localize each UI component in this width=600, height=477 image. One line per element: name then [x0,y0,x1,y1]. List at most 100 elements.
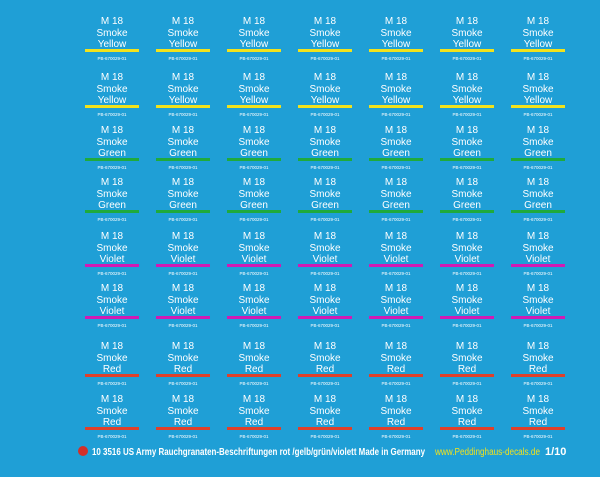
color-bar [85,49,139,52]
decal-color-name: Red [245,364,263,375]
decal-code: PB-670029-01 [239,271,269,276]
decal-model: M 18 [456,394,479,405]
decal-model: M 18 [172,231,195,242]
decal-code: PB-670029-01 [168,434,198,439]
decal-label: Smoke [167,137,199,148]
scale: 1/10 [545,446,566,458]
decal-label: Smoke [96,137,128,148]
decal-code: PB-670029-01 [310,217,340,222]
color-bar [440,374,494,377]
decal-color-name: Violet [455,254,480,265]
color-bar [156,374,210,377]
decal-code: PB-670029-01 [239,165,269,170]
decal-color-name: Red [103,417,121,428]
decal-model: M 18 [172,125,195,136]
decal-color-name: Yellow [311,39,340,50]
decal-label: Smoke [522,189,554,200]
color-bar [298,374,352,377]
color-bar [440,316,494,319]
decal-code: PB-670029-01 [168,56,198,61]
color-bar [85,316,139,319]
color-bar [369,105,423,108]
color-bar [511,105,565,108]
decal-label: Smoke [451,243,483,254]
decal-code: PB-670029-01 [168,112,198,117]
decal-label: Smoke [451,353,483,364]
decal-label: Smoke [96,295,128,306]
color-bar [227,105,281,108]
decal-model: M 18 [314,125,337,136]
decal-label: Smoke [451,189,483,200]
decal-model: M 18 [243,125,266,136]
color-bar [298,210,352,213]
decal-model: M 18 [243,283,266,294]
decal-code: PB-670029-01 [310,165,340,170]
color-bar [369,49,423,52]
decal-color-name: Green [453,148,481,159]
decal-label: Smoke [522,84,554,95]
decal-model: M 18 [527,231,550,242]
color-bar [369,158,423,161]
color-bar [156,210,210,213]
decal-color-name: Green [382,148,410,159]
decal-code: PB-670029-01 [381,165,411,170]
decal-color-name: Green [311,200,339,211]
decal-code: PB-670029-01 [523,217,553,222]
color-bar [511,427,565,430]
decal-code: PB-670029-01 [97,217,127,222]
decal-model: M 18 [314,394,337,405]
decal-label: Smoke [238,243,270,254]
decal-code: PB-670029-01 [168,271,198,276]
decal-model: M 18 [527,16,550,27]
decal-code: PB-670029-01 [239,434,269,439]
decal-model: M 18 [101,394,124,405]
decal-label: Smoke [167,353,199,364]
decal-color-name: Violet [242,254,267,265]
decal-label: Smoke [238,406,270,417]
decal-code: PB-670029-01 [523,165,553,170]
decal-color-name: Violet [171,306,196,317]
decal-color-name: Green [169,148,197,159]
decal-code: PB-670029-01 [523,434,553,439]
decal-model: M 18 [527,394,550,405]
decal-color-name: Red [529,417,547,428]
color-bar [85,427,139,430]
decal-label: Smoke [309,243,341,254]
decal-color-name: Violet [384,306,409,317]
decal-color-name: Red [387,417,405,428]
decal-model: M 18 [456,341,479,352]
color-bar [369,374,423,377]
decal-color-name: Yellow [98,95,127,106]
decal-code: PB-670029-01 [310,323,340,328]
decal-code: PB-670029-01 [239,323,269,328]
decal-label: Smoke [380,137,412,148]
color-bar [298,316,352,319]
decal-label: Smoke [451,406,483,417]
decal-model: M 18 [101,341,124,352]
decal-label: Smoke [451,137,483,148]
decal-model: M 18 [101,125,124,136]
decal-color-name: Yellow [240,95,269,106]
decal-code: PB-670029-01 [97,381,127,386]
color-bar [298,105,352,108]
decal-label: Smoke [167,84,199,95]
color-bar [369,316,423,319]
decal-code: PB-670029-01 [452,112,482,117]
decal-code: PB-670029-01 [381,323,411,328]
decal-label: Smoke [380,353,412,364]
decal-color-name: Green [311,148,339,159]
decal-model: M 18 [172,283,195,294]
decal-model: M 18 [456,177,479,188]
color-bar [440,427,494,430]
decal-color-name: Green [98,148,126,159]
color-bar [369,264,423,267]
decal-color-name: Violet [313,306,338,317]
color-bar [156,427,210,430]
decal-code: PB-670029-01 [310,434,340,439]
decal-code: PB-670029-01 [523,56,553,61]
logo [78,446,88,456]
decal-color-name: Violet [242,306,267,317]
decal-label: Smoke [96,189,128,200]
decal-color-name: Violet [384,254,409,265]
decal-label: Smoke [96,28,128,39]
